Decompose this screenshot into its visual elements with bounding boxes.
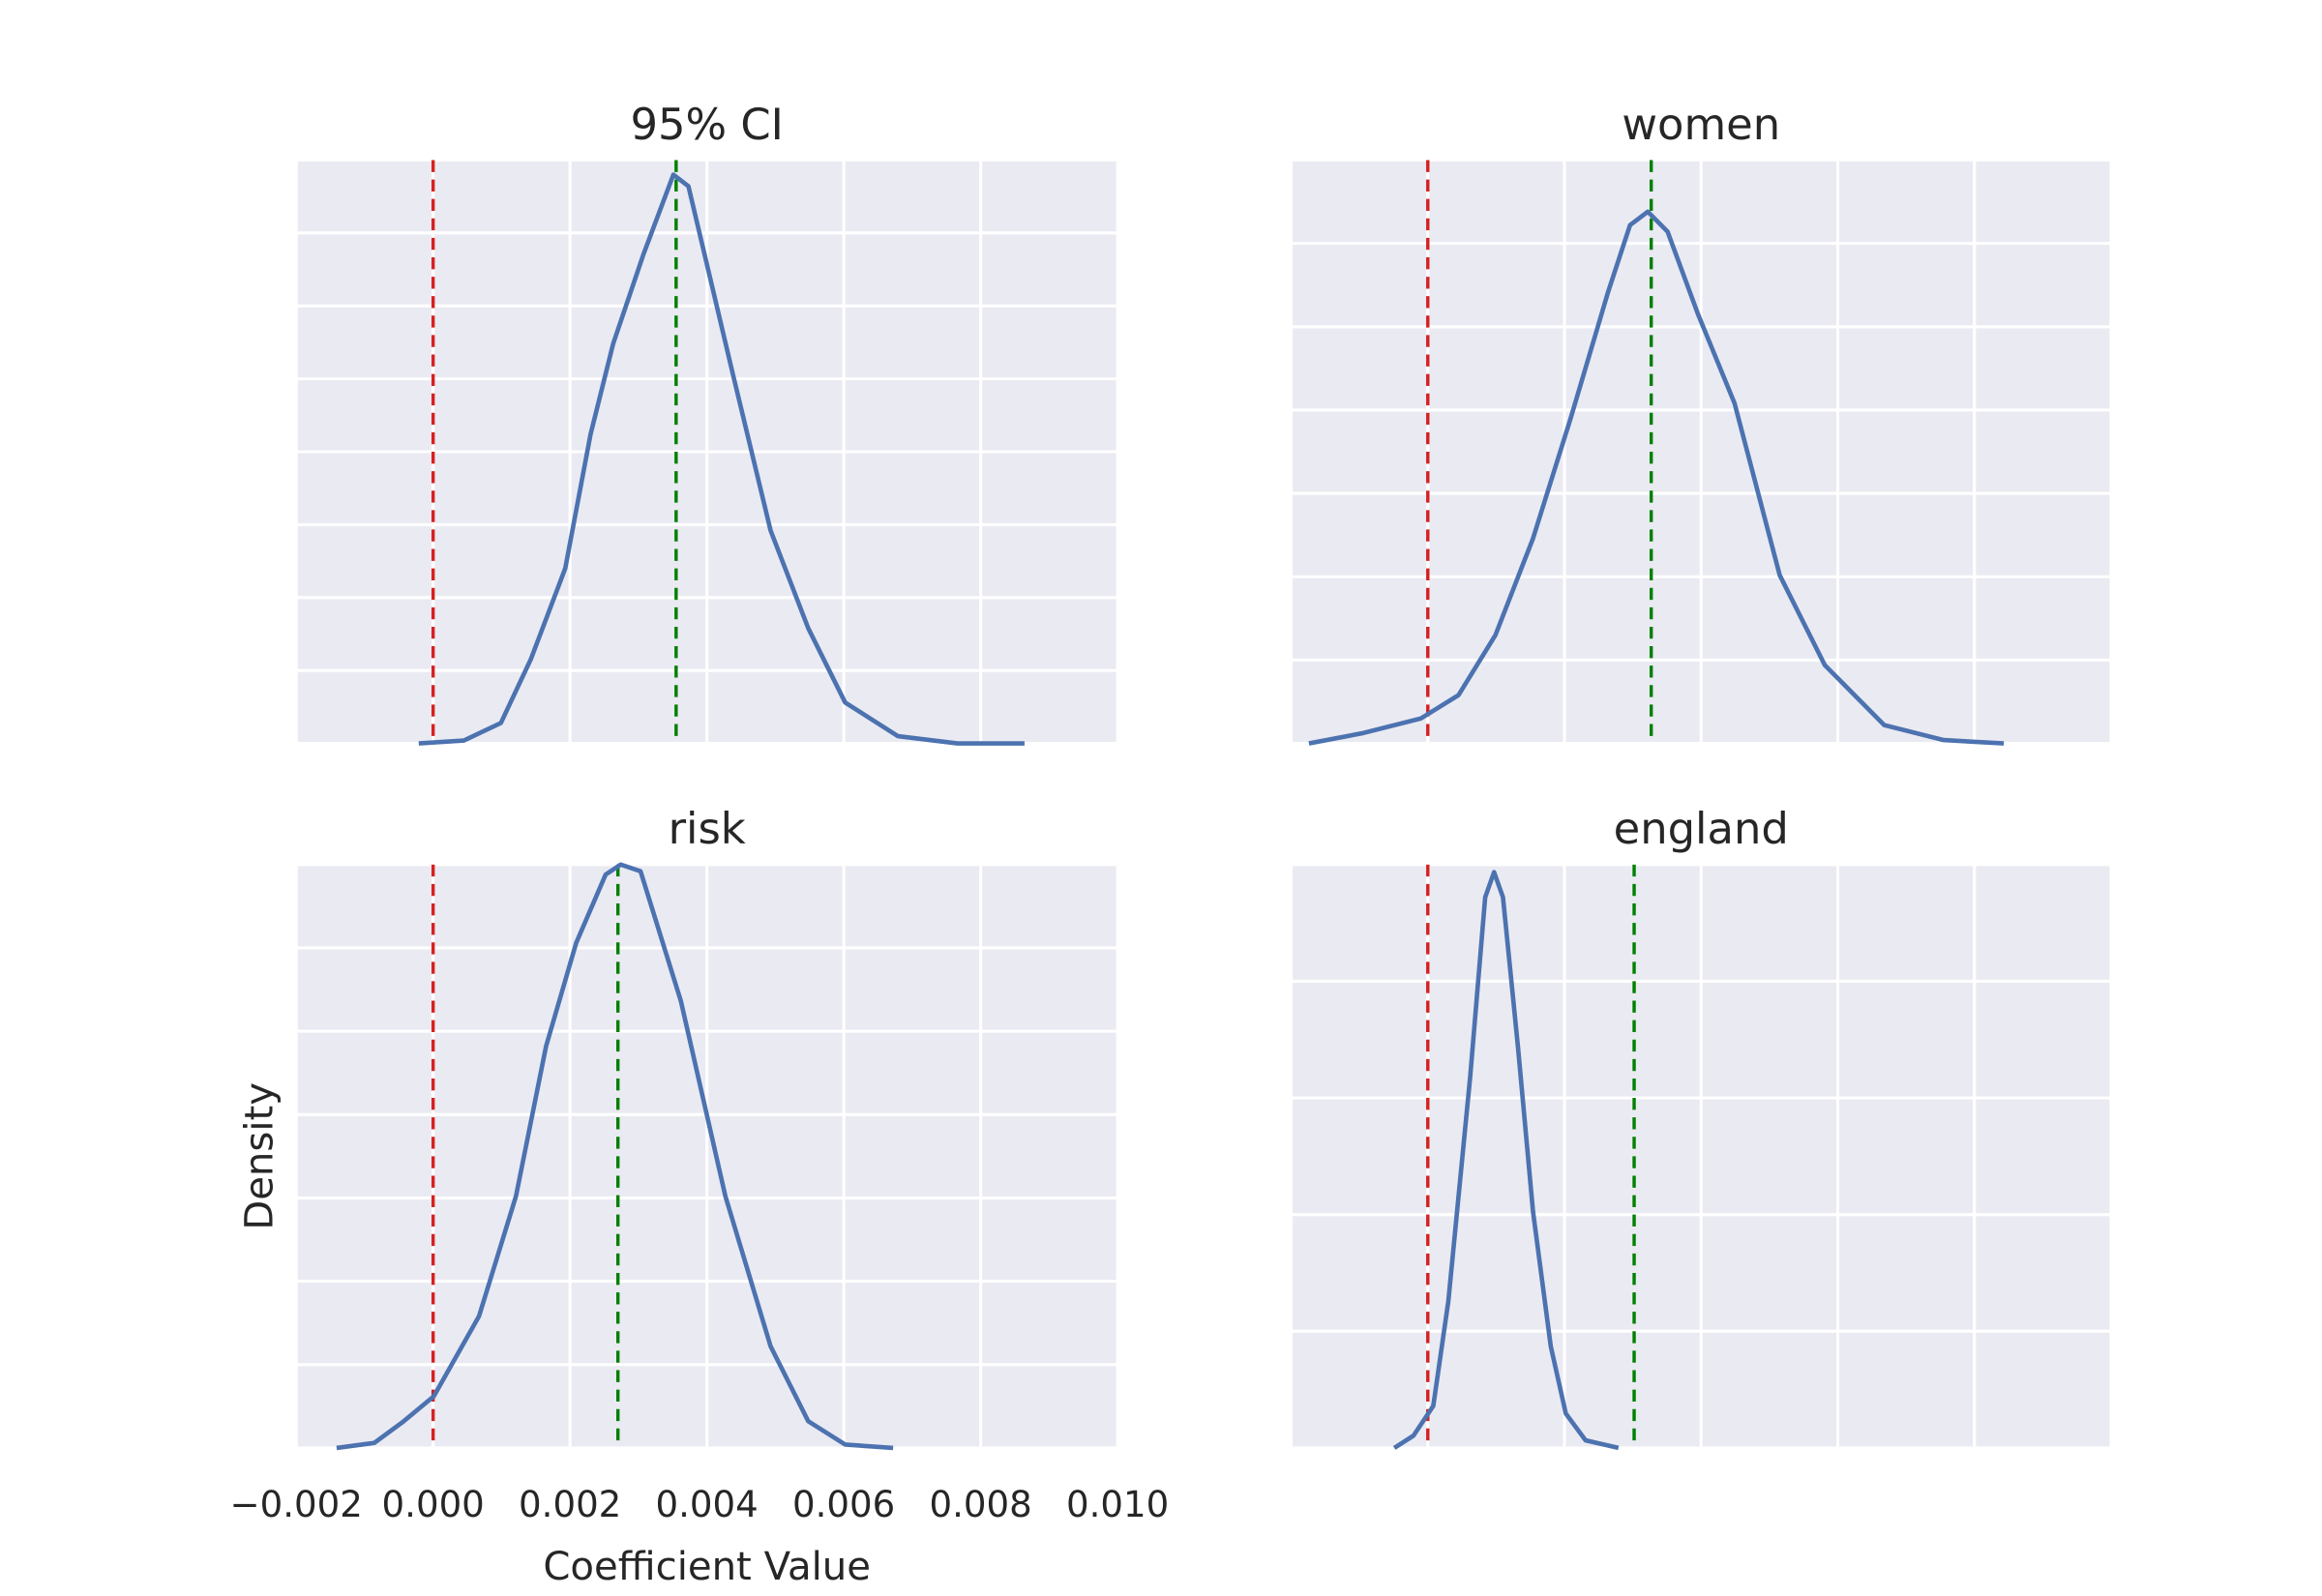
subplot-title: women	[1622, 99, 1780, 150]
subplot: −0.002 0.000 0.002 0.004 0.006 0.008 0.010 risk…	[230, 803, 1170, 1589]
density-curve	[418, 172, 1025, 746]
subplot: 95% CI	[294, 99, 1119, 746]
density-curve	[1392, 870, 1620, 1451]
x-tick-label: 0.000	[382, 1484, 485, 1525]
x-tick-label: 0.006	[792, 1484, 895, 1525]
x-tick-label: 0.002	[519, 1484, 621, 1525]
density-curve	[1308, 209, 2005, 746]
x-tick-label: −0.002	[230, 1484, 363, 1525]
x-tick-label: 0.010	[1066, 1484, 1169, 1525]
x-axis-label: Coefficient Value	[543, 1545, 871, 1589]
subplot: women	[1289, 99, 2113, 746]
x-tick-label: 0.004	[656, 1484, 759, 1525]
subplot-title: england	[1614, 803, 1789, 854]
y-axis-label: Density	[237, 1082, 282, 1230]
subplot-title: 95% CI	[630, 99, 783, 150]
density-curve	[336, 862, 894, 1451]
x-tick-label: 0.008	[930, 1484, 1032, 1525]
subplot-title: risk	[669, 803, 746, 854]
subplot: england	[1289, 803, 2113, 1451]
